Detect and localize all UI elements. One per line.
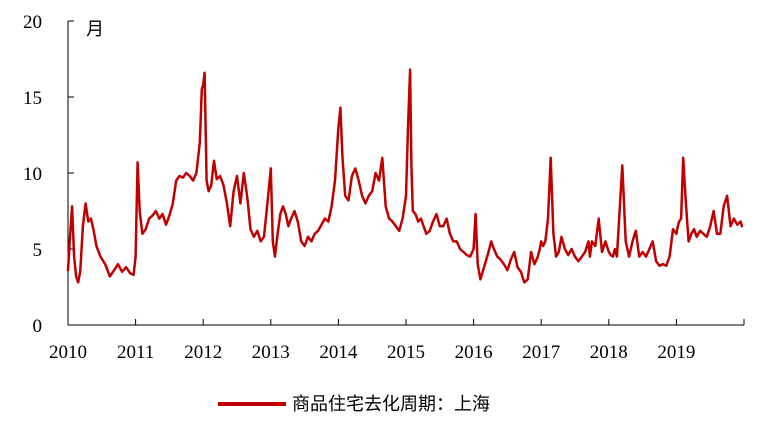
x-tick-label: 2011 (117, 342, 154, 363)
x-tick-label: 2016 (455, 342, 493, 363)
y-tick-label: 20 (23, 12, 42, 33)
y-tick-label: 5 (33, 240, 43, 261)
x-tick-label: 2018 (590, 342, 628, 363)
y-tick-label: 10 (23, 164, 42, 185)
y-axis-unit-label: 月 (86, 19, 104, 40)
x-tick-label: 2012 (184, 342, 222, 363)
x-tick-label: 2017 (522, 342, 560, 363)
x-tick-label: 2015 (387, 342, 425, 363)
x-tick-label: 2013 (252, 342, 290, 363)
x-axis: 2010 2011 2012 2013 2014 2015 2016 2017 2018 2019 (49, 319, 745, 363)
legend: 商品住宅去化周期：上海 (218, 394, 490, 415)
y-tick-label: 15 (23, 88, 42, 109)
y-tick-label: 0 (33, 316, 43, 337)
series-line (66, 68, 744, 284)
legend-label: 商品住宅去化周期：上海 (292, 394, 490, 415)
x-tick-label: 2010 (49, 342, 87, 363)
y-axis: 0 5 10 15 20 (23, 12, 74, 337)
series-group (66, 68, 744, 284)
x-tick-label: 2019 (657, 342, 695, 363)
x-tick-label: 2014 (319, 342, 358, 363)
